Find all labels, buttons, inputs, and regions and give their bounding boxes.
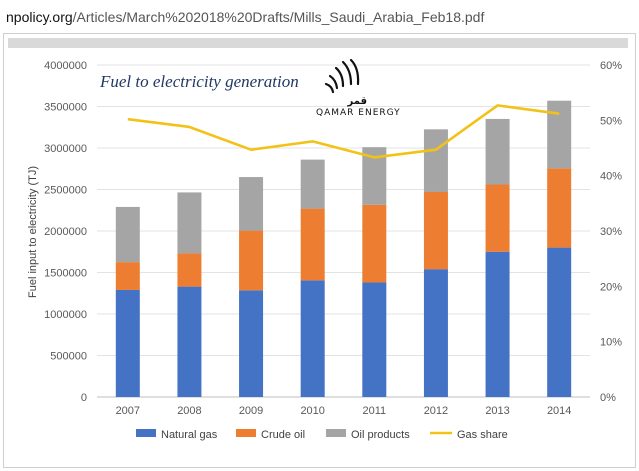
bar-oil-products [423,129,448,192]
bars [115,100,572,397]
logo-arabic-text: قمر [347,96,367,107]
gas-share-line-group [127,104,560,159]
y2-tick-label: 10% [600,337,622,349]
bar-natural-gas [547,247,572,397]
y-tick-label: 4000000 [44,60,87,72]
x-tick-label: 2014 [547,405,571,417]
bar-natural-gas [239,290,264,397]
gas-share-line [127,104,560,159]
bar-natural-gas [300,280,325,397]
logo-text: QAMAR ENERGY [316,108,401,118]
y-tick-label: 0 [81,392,87,404]
y2-tick-label: 20% [600,281,622,293]
bar-crude-oil [423,191,448,270]
x-tick-label: 2012 [424,405,448,417]
legend-label: Gas share [457,429,508,441]
y-tick-label: 1500000 [44,268,87,280]
bar-natural-gas [485,251,510,397]
y2-tick-label: 50% [600,115,622,127]
bar-oil-products [485,118,510,185]
legend-swatch [236,429,256,437]
bar-natural-gas [177,286,202,397]
bar-oil-products [300,159,325,209]
legend-label: Natural gas [161,429,218,441]
header-stripe [8,38,628,48]
bar-oil-products [115,206,140,263]
y-tick-label: 2500000 [44,185,87,197]
bar-natural-gas [423,269,448,397]
sun-burst-icon [324,58,360,94]
bar-crude-oil [177,253,202,287]
bar-oil-products [547,100,572,169]
y-tick-label: 3500000 [44,102,87,114]
chart-title: Fuel to electricity generation [99,72,299,91]
bar-crude-oil [239,230,264,291]
legend-label: Oil products [351,429,410,441]
y2-tick-label: 60% [600,60,622,72]
x-tick-label: 2008 [177,405,201,417]
x-tick-label: 2011 [362,405,386,417]
y-tick-label: 500000 [50,351,87,363]
bar-natural-gas [362,282,387,397]
axes: 0 500000 1000000 1500000 2000000 2500000 30000… [44,60,622,417]
legend: Natural gas Crude oil Oil products Gas shar… [136,429,508,441]
y-tick-label: 3000000 [44,143,87,155]
y-axis-label: Fuel input to electricity (TJ) [27,166,39,298]
url-bar[interactable]: npolicy.org/Articles/March%202018%20Draf… [0,0,639,34]
bar-crude-oil [547,168,572,248]
y-tick-label: 2000000 [44,226,87,238]
bar-natural-gas [115,289,140,397]
legend-swatch [326,429,346,437]
url-domain: npolicy.org [6,9,73,25]
y2-tick-label: 40% [600,171,622,183]
legend-swatch [136,429,156,437]
logo: قمر QAMAR ENERGY [316,58,401,118]
y2-tick-label: 30% [600,226,622,238]
bar-crude-oil [115,262,140,290]
url-path: /Articles/March%202018%20Drafts/Mills_Sa… [72,9,485,25]
x-tick-label: 2010 [300,405,324,417]
bar-crude-oil [485,184,510,252]
bar-crude-oil [362,204,387,283]
x-tick-label: 2013 [485,405,509,417]
bar-oil-products [239,177,264,231]
y-tick-label: 1000000 [44,309,87,321]
bar-oil-products [177,192,202,254]
x-tick-label: 2009 [239,405,263,417]
legend-label: Crude oil [261,429,305,441]
bar-crude-oil [300,208,325,281]
x-tick-label: 2007 [116,405,140,417]
y2-tick-label: 0% [600,392,616,404]
